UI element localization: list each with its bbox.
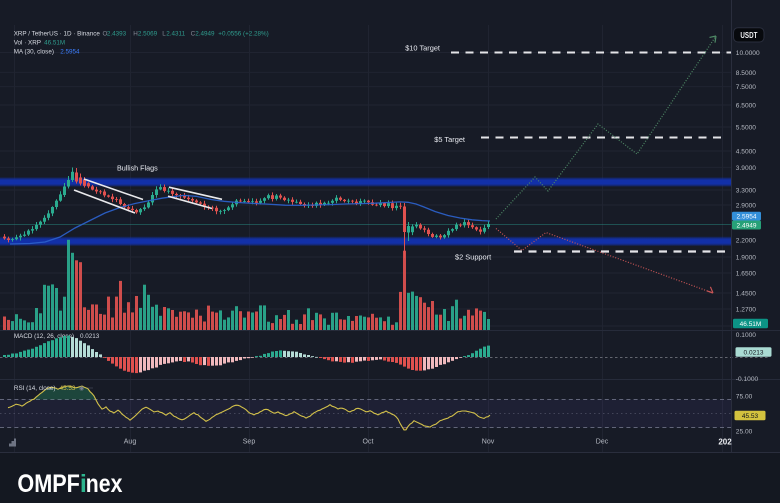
svg-text:Dec: Dec: [596, 439, 609, 446]
svg-text:0.0213: 0.0213: [744, 349, 764, 356]
svg-text:i: i: [80, 470, 87, 498]
svg-text:OMPF: OMPF: [17, 470, 80, 498]
svg-text:USDT: USDT: [740, 30, 758, 40]
svg-text:Nov: Nov: [482, 439, 495, 446]
svg-text:7.5000: 7.5000: [736, 84, 757, 91]
svg-text:1.2700: 1.2700: [736, 306, 757, 313]
svg-text:0.1000: 0.1000: [736, 332, 757, 339]
svg-text:2.9000: 2.9000: [736, 202, 757, 209]
svg-text:2.2000: 2.2000: [736, 238, 757, 245]
svg-text:2.5954: 2.5954: [737, 213, 757, 220]
svg-text:3.3000: 3.3000: [736, 187, 757, 194]
svg-text:1.4500: 1.4500: [736, 290, 757, 297]
svg-text:75.00: 75.00: [736, 393, 753, 400]
svg-text:nex: nex: [86, 470, 123, 498]
svg-text:-0.1000: -0.1000: [736, 376, 759, 383]
svg-text:MACD (12, 26, close)0.0213: MACD (12, 26, close) 0.0213: [14, 333, 100, 340]
svg-text:Sep: Sep: [243, 439, 256, 446]
svg-text:Aug: Aug: [124, 439, 137, 446]
svg-text:Oct: Oct: [363, 439, 374, 446]
svg-text:1.6500: 1.6500: [736, 270, 757, 277]
svg-text:45.53: 45.53: [742, 413, 759, 420]
svg-text:5.5000: 5.5000: [736, 124, 757, 131]
svg-text:$5 Target: $5 Target: [434, 135, 465, 144]
svg-text:3.9000: 3.9000: [736, 165, 757, 172]
svg-text:46.51M: 46.51M: [740, 321, 762, 328]
svg-text:$10 Target: $10 Target: [405, 43, 440, 52]
svg-text:RSI (14, close)45.53◉⋯: RSI (14, close) 45.53 ◉ ⋯: [14, 385, 93, 392]
svg-text:1.9000: 1.9000: [736, 254, 757, 261]
svg-text:$2 Support: $2 Support: [455, 252, 491, 261]
svg-text:8.5000: 8.5000: [736, 70, 757, 77]
svg-text:Bullish Flags: Bullish Flags: [117, 164, 158, 173]
svg-text:202: 202: [718, 437, 732, 446]
svg-text:MA (30, close)2.5954: MA (30, close) 2.5954: [14, 48, 80, 55]
svg-text:6.5000: 6.5000: [736, 102, 757, 109]
svg-text:25.00: 25.00: [736, 428, 753, 435]
svg-text:10.0000: 10.0000: [736, 50, 760, 57]
svg-text:2.4949: 2.4949: [737, 222, 757, 229]
svg-text:4.5000: 4.5000: [736, 148, 757, 155]
